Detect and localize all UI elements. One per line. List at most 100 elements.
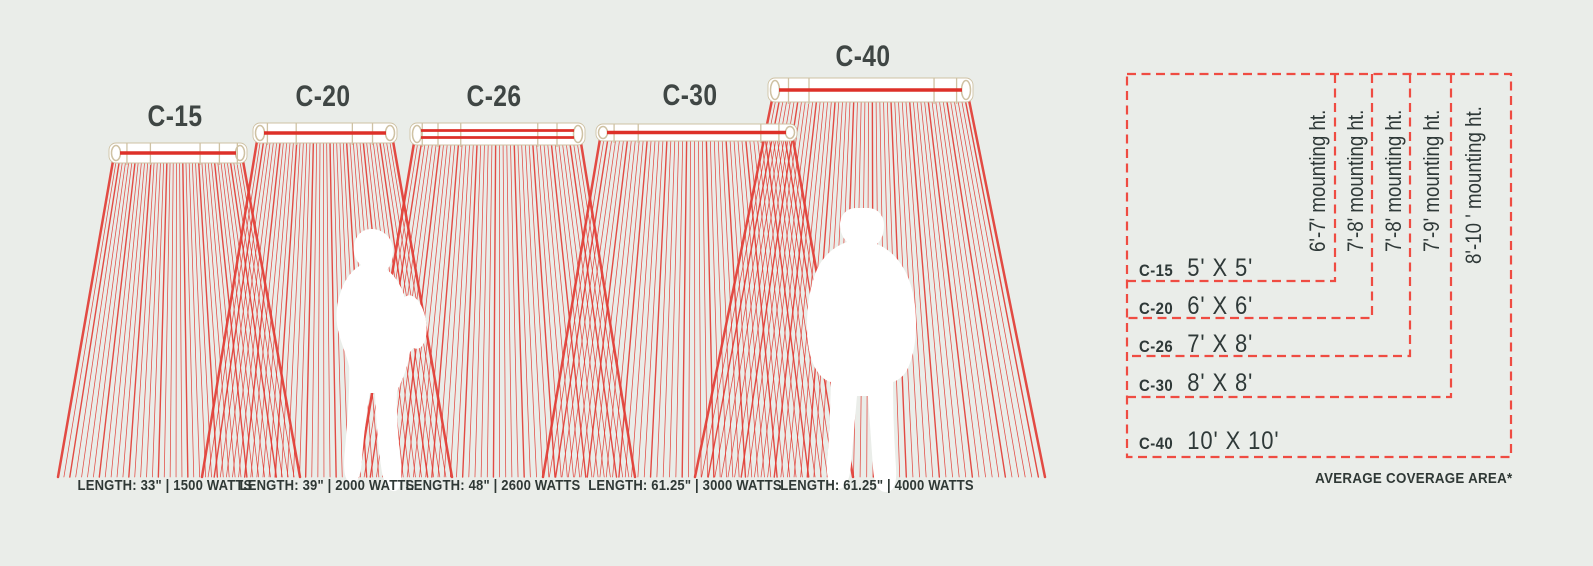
heat-ray — [905, 99, 934, 478]
heat-ray — [565, 142, 611, 478]
heat-ray — [104, 160, 139, 478]
heat-ray — [924, 99, 967, 478]
heat-ray — [197, 160, 219, 478]
heat-ray — [56, 159, 115, 479]
heat-ray — [229, 160, 278, 478]
heat-ray — [740, 99, 799, 478]
heat-ray — [573, 142, 624, 478]
heat-ray — [649, 138, 668, 478]
coverage-row-c30: C-30 8' X 8' — [1139, 369, 1253, 398]
mounting-height-label-c20: 7'-8' mounting ht. — [1343, 109, 1368, 253]
heat-ray — [780, 138, 835, 478]
heat-ray — [574, 138, 621, 478]
heat-ray — [543, 142, 574, 478]
heat-ray — [207, 140, 261, 478]
unit-title-c26: C-26 — [466, 80, 522, 113]
heat-ray — [693, 98, 774, 479]
heat-ray — [717, 138, 734, 478]
coverage-box-C-30 — [1127, 74, 1453, 399]
heat-ray — [219, 140, 268, 478]
heater-end-cap — [572, 124, 584, 144]
unit-title-c30: C-30 — [662, 79, 718, 112]
heat-ray — [916, 99, 953, 478]
heat-ray — [326, 140, 331, 478]
coverage-area-value: 5' X 5' — [1187, 254, 1254, 282]
heat-ray — [204, 160, 230, 478]
heat-ray — [243, 140, 281, 478]
heat-ray — [207, 160, 236, 478]
heat-ray — [480, 142, 489, 478]
heat-ray — [768, 138, 816, 478]
coverage-model-label: C-15 — [1139, 261, 1174, 280]
heat-ray — [539, 142, 568, 478]
heat-ray — [927, 99, 974, 478]
heat-ray — [431, 142, 460, 478]
heat-ray — [733, 138, 759, 478]
coverage-model-label: C-20 — [1139, 299, 1174, 318]
heat-ray — [110, 160, 142, 478]
heat-ray — [754, 99, 806, 478]
heater-unit-C-26 — [409, 122, 586, 147]
heat-ray — [406, 142, 445, 478]
heat-ray — [567, 138, 617, 478]
heat-ray — [413, 142, 448, 478]
heat-ray — [643, 138, 664, 478]
heat-ray — [524, 142, 544, 478]
heat-ray — [757, 138, 797, 478]
heat-ray — [268, 140, 294, 478]
heat-ray — [286, 140, 304, 478]
heat-ray — [931, 99, 980, 478]
heat-ray — [747, 99, 803, 478]
heat-ray — [569, 142, 618, 478]
heat-ray — [901, 99, 927, 478]
heat-ray — [163, 160, 171, 478]
heat-ray — [761, 138, 803, 478]
heat-ray — [964, 99, 1040, 478]
heat-ray — [698, 138, 702, 478]
coverage-footnote: AVERAGE COVERAGE AREA* — [1314, 471, 1512, 487]
coverage-row-c15: C-15 5' X 5' — [1139, 254, 1253, 283]
heat-ray — [908, 99, 941, 478]
unit-spec-c20: LENGTH: 39" | 2000 WATTS — [239, 478, 415, 494]
mounting-height-label-c15: 6'-7' mounting ht. — [1305, 109, 1330, 253]
heat-ray — [226, 160, 271, 478]
heat-ray — [157, 160, 168, 478]
heat-ray — [942, 99, 1000, 478]
coverage-area-value: 8' X 8' — [1187, 369, 1254, 397]
heat-ray — [550, 142, 587, 478]
heat-ray — [729, 138, 753, 478]
coverage-row-c26: C-26 7' X 8' — [1139, 330, 1253, 359]
heater-unit-C-40 — [767, 77, 974, 104]
heat-ray — [179, 160, 183, 478]
heat-ray — [87, 160, 130, 478]
heat-ray — [957, 99, 1026, 478]
heat-ray — [618, 138, 648, 478]
heat-ray — [322, 140, 325, 478]
heat-ray — [419, 142, 452, 478]
heat-ray — [967, 98, 1047, 479]
coverage-row-c20: C-20 6' X 6' — [1139, 292, 1253, 321]
unit-title-c20: C-20 — [295, 80, 351, 113]
heat-ray — [502, 142, 507, 478]
coverage-area-value: 10' X 10' — [1187, 427, 1280, 455]
heat-ray — [773, 99, 818, 478]
heat-ray-fan-C-15 — [56, 159, 302, 479]
heat-ray — [256, 140, 288, 478]
heat-ray — [69, 160, 121, 478]
heat-ray — [760, 99, 810, 478]
coverage-area-value: 7' X 8' — [1187, 330, 1254, 358]
heat-ray — [140, 160, 158, 478]
heat-ray — [232, 140, 274, 478]
heat-ray — [93, 160, 133, 478]
heat-ray — [220, 160, 260, 478]
heat-ray — [226, 140, 271, 478]
heat-ray — [200, 139, 259, 479]
person-bag — [399, 295, 427, 349]
heat-ray — [217, 160, 254, 478]
heat-ray — [262, 140, 291, 478]
heat-ray — [425, 142, 456, 478]
heat-ray — [681, 138, 688, 478]
person-silhouette-large — [807, 208, 916, 492]
heat-ray — [75, 160, 123, 478]
